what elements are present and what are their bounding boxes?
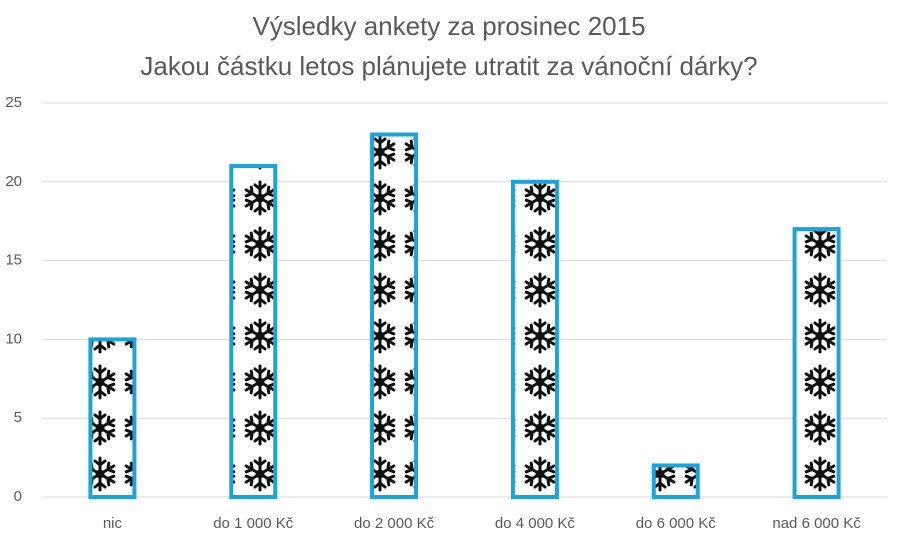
y-tick-label: 20	[5, 173, 22, 190]
bar	[510, 179, 559, 500]
y-tick-label: 0	[14, 488, 22, 505]
x-tick-label: nic	[103, 515, 123, 532]
y-tick-label: 5	[14, 409, 22, 426]
y-tick-label: 25	[5, 94, 22, 111]
bar	[370, 132, 419, 500]
y-tick-label: 10	[5, 330, 22, 347]
y-tick-label: 15	[5, 252, 22, 269]
x-tick-label: do 2 000 Kč	[354, 515, 435, 532]
x-tick-label: do 1 000 Kč	[213, 515, 294, 532]
chart-subtitle: Jakou částku letos plánujete utratit za …	[140, 51, 757, 81]
bar	[229, 164, 278, 499]
x-tick-label: do 4 000 Kč	[495, 515, 576, 532]
bar	[792, 227, 841, 500]
bar	[88, 337, 137, 499]
chart-title: Výsledky ankety za prosinec 2015	[252, 11, 645, 41]
bar	[651, 463, 700, 500]
x-tick-label: nad 6 000 Kč	[772, 515, 861, 532]
x-tick-label: do 6 000 Kč	[636, 515, 717, 532]
